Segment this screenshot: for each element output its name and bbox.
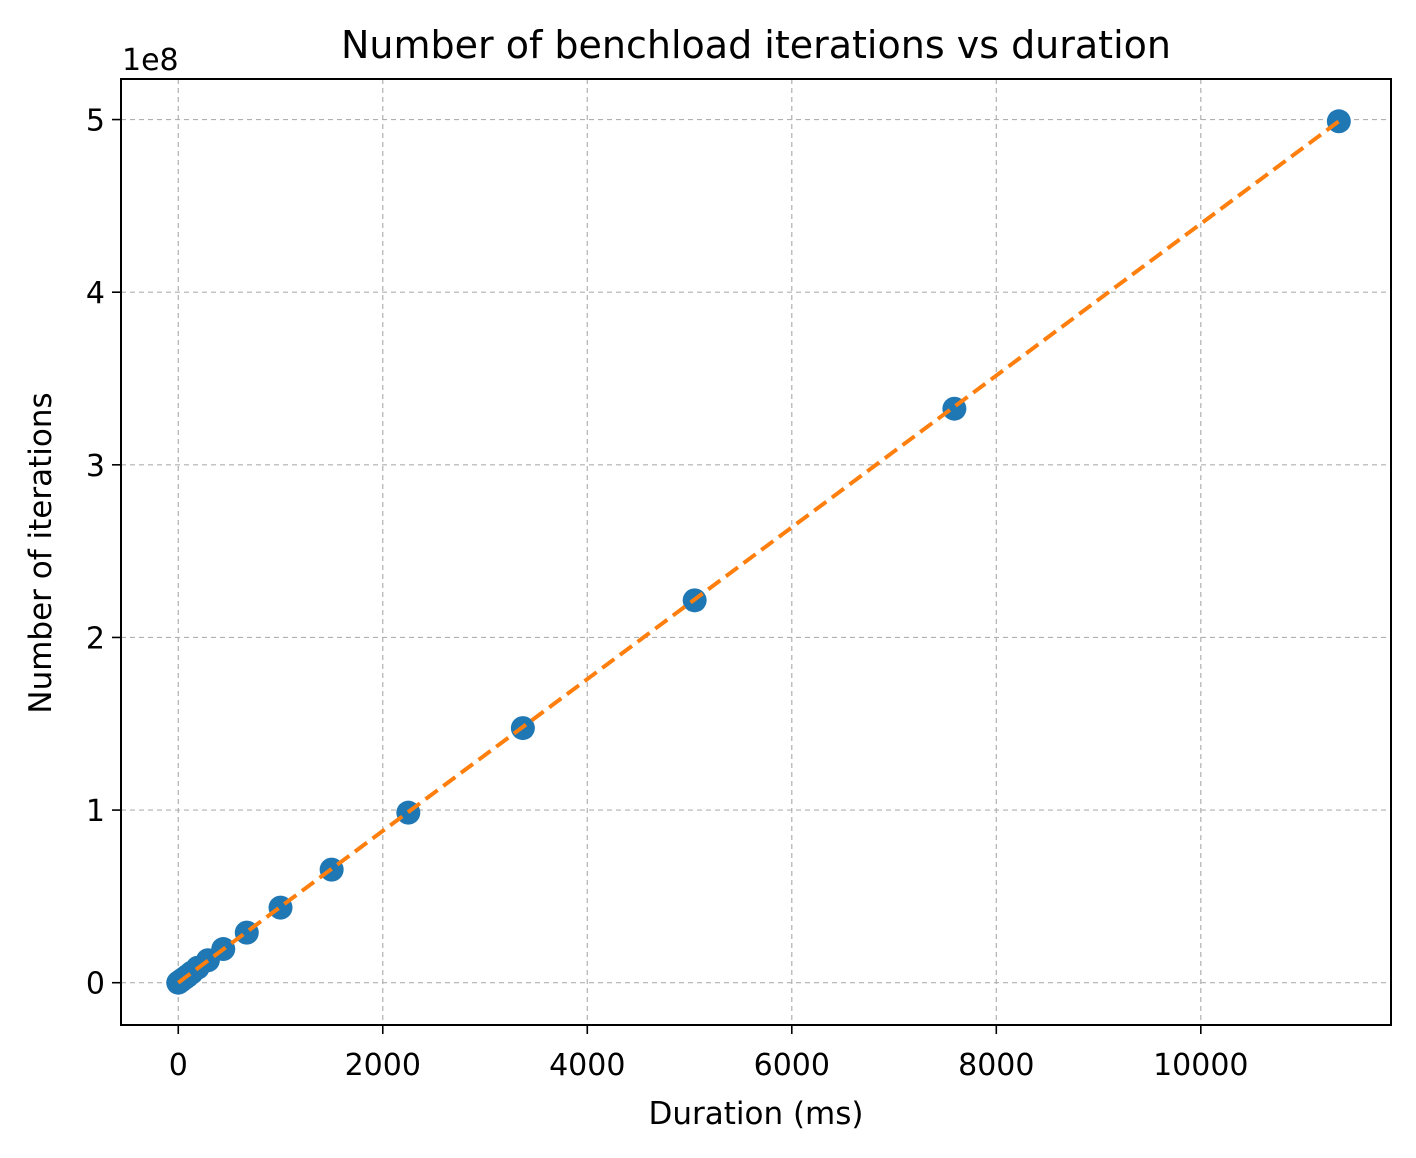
y-tick-label-0: 0 bbox=[86, 967, 105, 1002]
chart-title: Number of benchload iterations vs durati… bbox=[341, 23, 1171, 67]
y-tick-label-2: 2 bbox=[86, 621, 105, 656]
x-axis-label: Duration (ms) bbox=[648, 1096, 863, 1132]
fit-line bbox=[177, 119, 1341, 985]
y-axis-offset-label: 1e8 bbox=[122, 43, 179, 78]
y-tick-label-1: 1 bbox=[86, 794, 105, 829]
plot-frame bbox=[120, 78, 1392, 1026]
x-tick-label-2: 4000 bbox=[549, 1048, 625, 1083]
y-axis-label: Number of iterations bbox=[23, 392, 59, 713]
x-tick-label-3: 6000 bbox=[754, 1048, 830, 1083]
x-axis-ticks: 0 2000 4000 6000 8000 10000 bbox=[169, 1025, 1249, 1083]
x-tick-label-0: 0 bbox=[169, 1048, 188, 1083]
y-axis-ticks: 0 1 2 3 4 5 bbox=[86, 104, 121, 1002]
series-layer bbox=[166, 109, 1351, 995]
x-tick-label-5: 10000 bbox=[1153, 1048, 1248, 1083]
y-tick-label-5: 5 bbox=[86, 104, 105, 139]
x-tick-label-4: 8000 bbox=[958, 1048, 1034, 1083]
x-tick-label-1: 2000 bbox=[345, 1048, 421, 1083]
y-tick-label-4: 4 bbox=[86, 276, 105, 311]
grid bbox=[121, 79, 1391, 1025]
y-tick-label-3: 3 bbox=[86, 449, 105, 484]
